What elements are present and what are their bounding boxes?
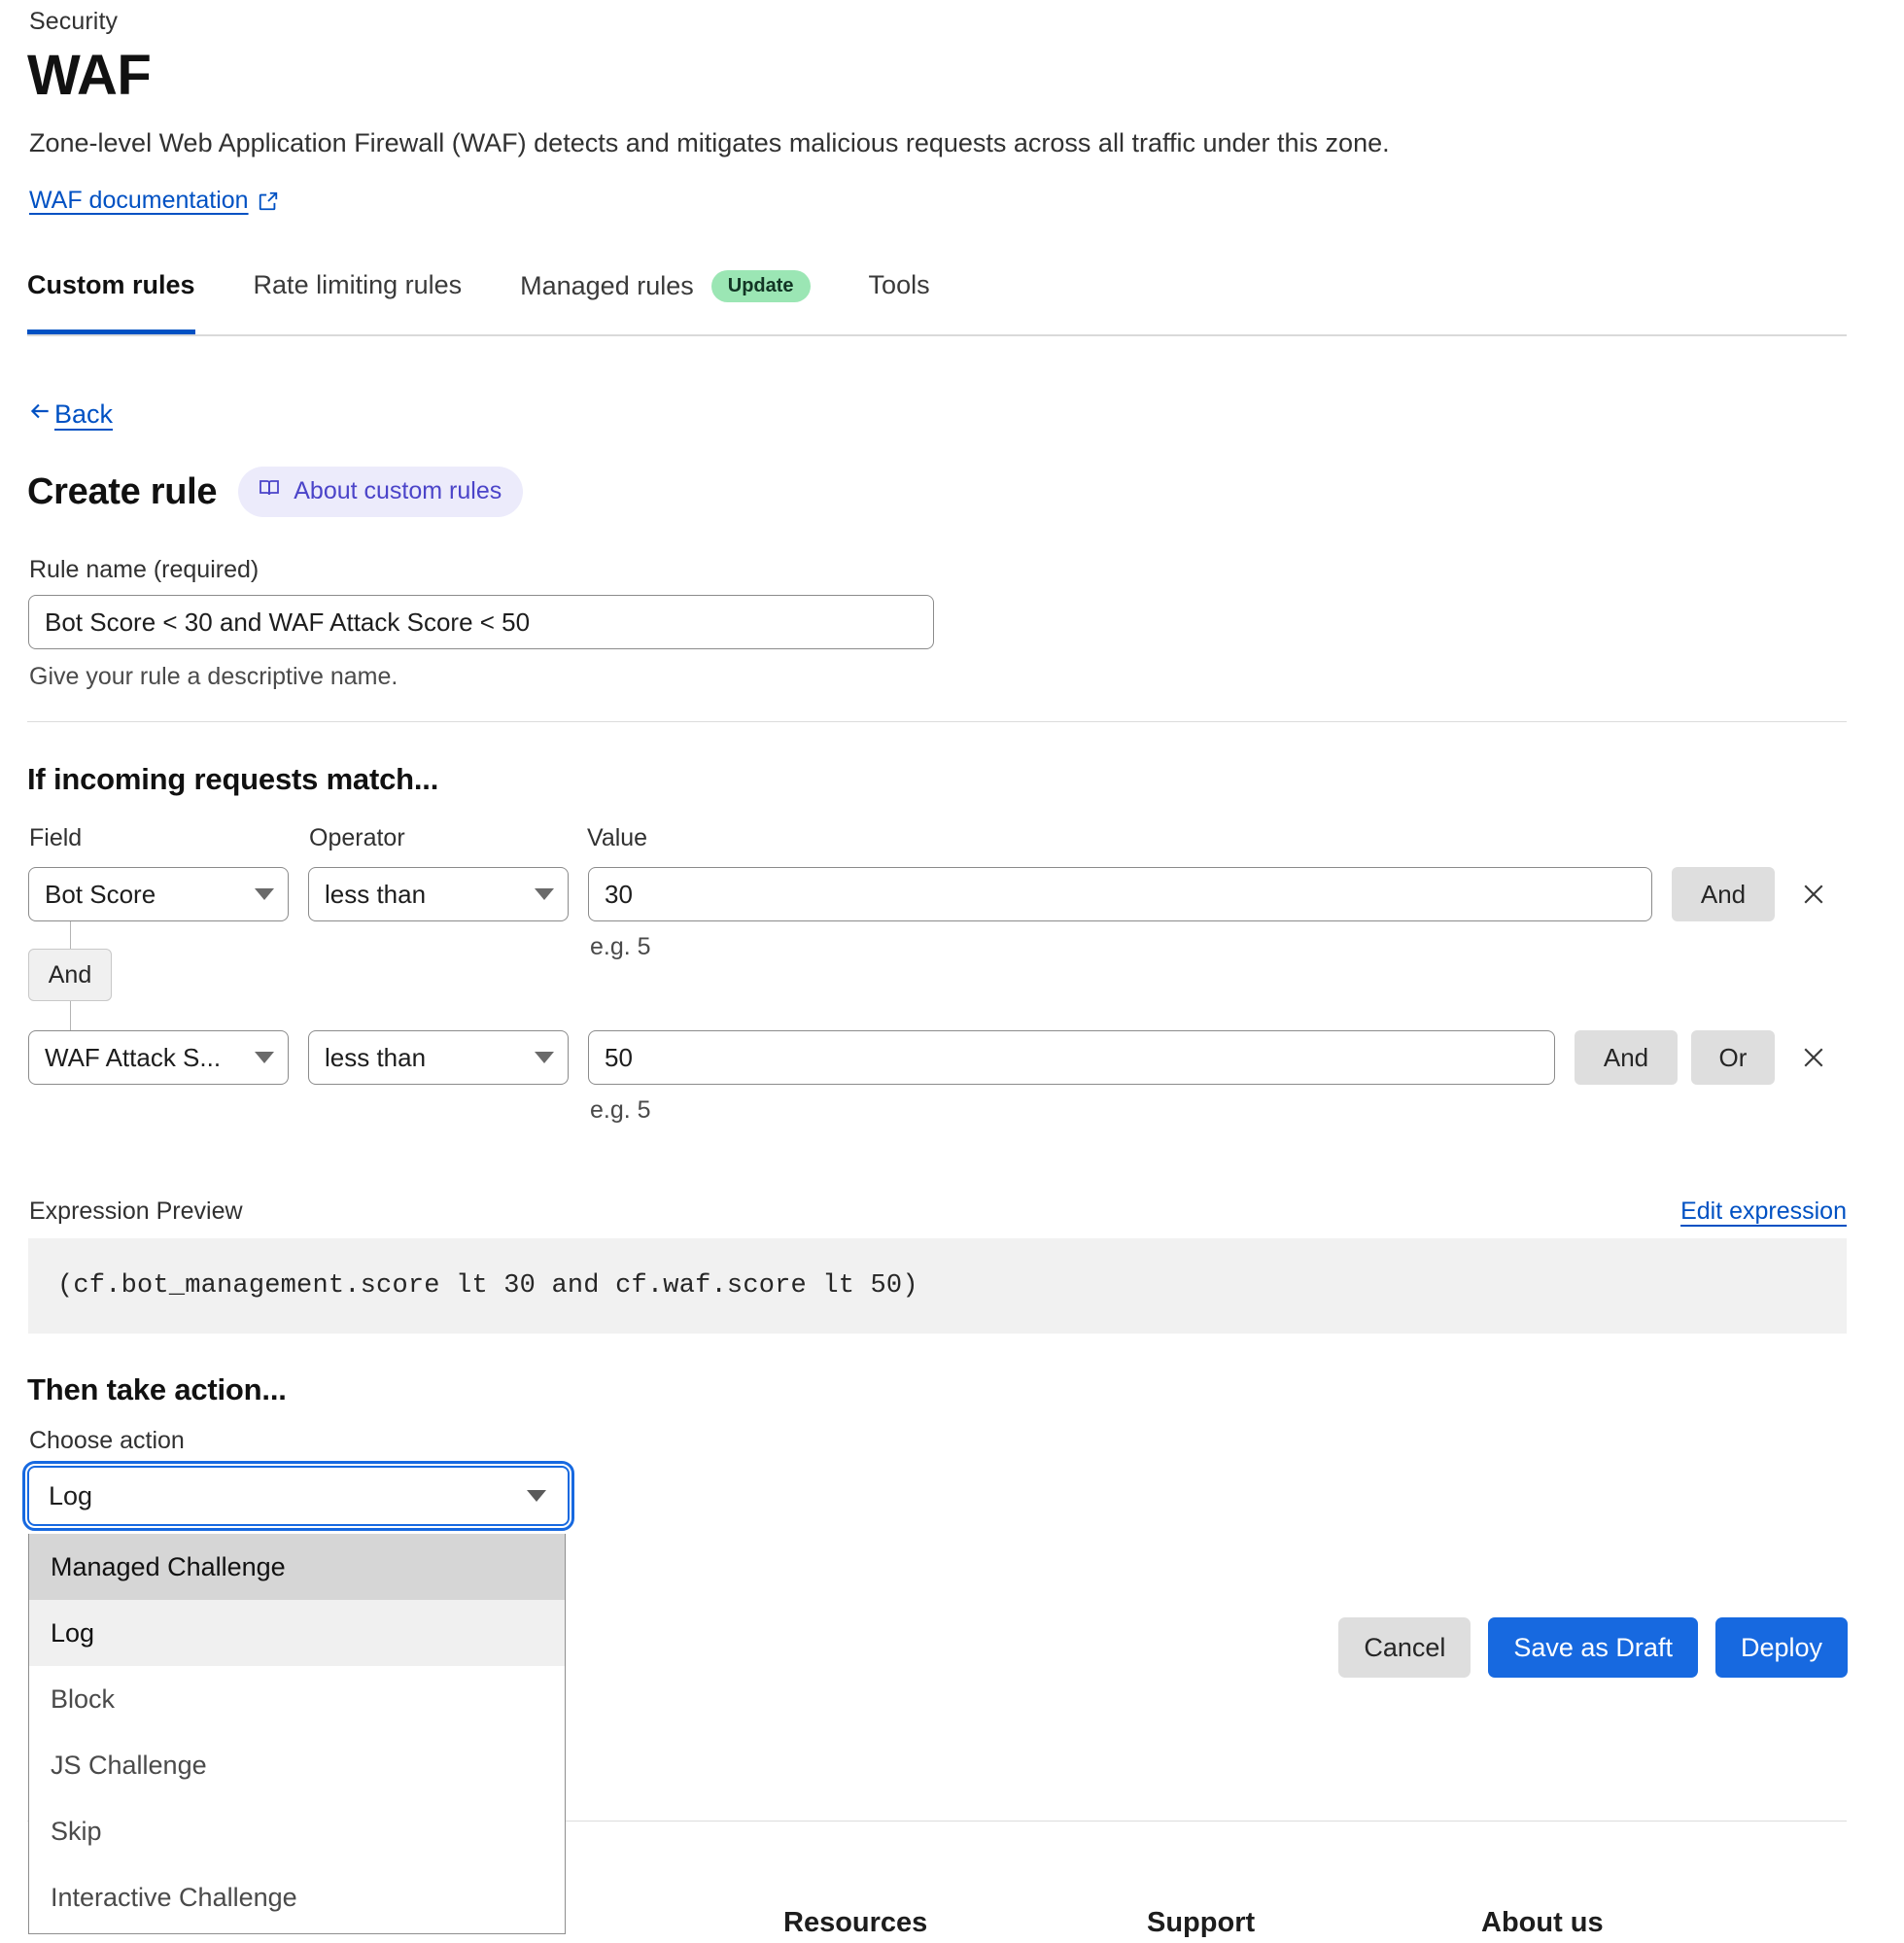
back-link[interactable]: Back — [27, 399, 113, 431]
match-section-title: If incoming requests match... — [27, 762, 439, 796]
condition-group-and-chip[interactable]: And — [28, 949, 112, 1001]
chevron-down-icon — [535, 1052, 554, 1063]
condition-operator-value-0: less than — [325, 879, 427, 909]
tab-custom-rules[interactable]: Custom rules — [27, 264, 195, 334]
tab-rate-limiting-rules[interactable]: Rate limiting rules — [254, 264, 463, 330]
action-option-block[interactable]: Block — [51, 1683, 116, 1714]
managed-rules-update-badge: Update — [710, 270, 811, 302]
condition-value-input-0[interactable] — [588, 867, 1652, 921]
column-header-value: Value — [587, 824, 648, 851]
condition-operator-select-1[interactable]: less than — [308, 1030, 569, 1085]
expression-preview-code: (cf.bot_management.score lt 30 and cf.wa… — [57, 1271, 918, 1301]
back-label: Back — [54, 399, 114, 429]
condition-field-value-0: Bot Score — [45, 879, 156, 909]
condition-and-button-0[interactable]: And — [1672, 867, 1775, 921]
tab-managed-rules[interactable]: Managed rules Update — [520, 264, 811, 331]
tab-rate-limiting-rules-label: Rate limiting rules — [253, 270, 463, 299]
condition-field-select-1[interactable]: WAF Attack S... — [28, 1030, 289, 1085]
about-custom-rules-label: About custom rules — [294, 477, 502, 504]
action-option-js-challenge[interactable]: JS Challenge — [51, 1750, 207, 1780]
footer-column-resources: Resources — [783, 1907, 928, 1938]
rule-name-label: Rule name (required) — [29, 556, 260, 583]
condition-field-select-0[interactable]: Bot Score — [28, 867, 289, 921]
tab-custom-rules-label: Custom rules — [27, 270, 195, 299]
tab-tools-label: Tools — [868, 270, 930, 299]
edit-expression-link[interactable]: Edit expression — [1680, 1197, 1847, 1225]
column-header-field: Field — [29, 824, 83, 851]
action-option-interactive-challenge[interactable]: Interactive Challenge — [51, 1882, 297, 1912]
arrow-left-icon — [27, 399, 52, 431]
chevron-down-icon — [535, 888, 554, 900]
divider-footer — [27, 1821, 1847, 1822]
expression-preview-box: (cf.bot_management.score lt 30 and cf.wa… — [28, 1238, 1847, 1334]
condition-operator-select-0[interactable]: less than — [308, 867, 569, 921]
rule-name-input[interactable] — [28, 595, 934, 649]
cancel-button[interactable]: Cancel — [1338, 1617, 1471, 1678]
footer-column-about-us: About us — [1481, 1907, 1604, 1938]
condition-connector-line-bottom — [70, 1001, 71, 1030]
condition-value-hint-0: e.g. 5 — [590, 933, 651, 960]
about-custom-rules-button[interactable]: About custom rules — [238, 467, 524, 517]
external-link-icon — [258, 191, 279, 212]
tab-tools[interactable]: Tools — [869, 264, 930, 330]
chevron-down-icon — [255, 1052, 274, 1063]
form-actions: Cancel Save as Draft Deploy — [1338, 1617, 1848, 1678]
condition-operator-value-1: less than — [325, 1042, 427, 1072]
condition-value-hint-1: e.g. 5 — [590, 1096, 651, 1124]
condition-or-button-1[interactable]: Or — [1691, 1030, 1775, 1085]
action-section-title: Then take action... — [27, 1372, 287, 1406]
action-option-skip[interactable]: Skip — [51, 1816, 102, 1846]
breadcrumb-security: Security — [29, 8, 119, 35]
action-option-log[interactable]: Log — [29, 1600, 565, 1666]
waf-documentation-link[interactable]: WAF documentation — [29, 187, 279, 215]
condition-and-button-1[interactable]: And — [1575, 1030, 1678, 1085]
page-title: WAF — [27, 44, 152, 107]
choose-action-dropdown[interactable]: Managed Challenge Log Block JS Challenge… — [28, 1534, 566, 1934]
divider-rule-name — [27, 721, 1847, 722]
deploy-button[interactable]: Deploy — [1714, 1617, 1848, 1678]
condition-remove-button-0[interactable] — [1792, 873, 1835, 916]
choose-action-selected-value: Log — [49, 1480, 93, 1510]
book-icon — [258, 476, 281, 506]
save-as-draft-button[interactable]: Save as Draft — [1488, 1617, 1698, 1678]
page-subtitle: Zone-level Web Application Firewall (WAF… — [29, 128, 1390, 157]
footer-column-support: Support — [1147, 1907, 1256, 1938]
waf-documentation-label: WAF documentation — [29, 187, 249, 214]
chevron-down-icon — [527, 1490, 546, 1502]
create-rule-title: Create rule — [27, 470, 218, 512]
choose-action-select[interactable]: Log — [22, 1461, 574, 1531]
chevron-down-icon — [255, 888, 274, 900]
tab-bar: Custom rules Rate limiting rules Managed… — [27, 264, 1847, 336]
condition-remove-button-1[interactable] — [1792, 1036, 1835, 1079]
condition-value-input-1[interactable] — [588, 1030, 1555, 1085]
choose-action-label: Choose action — [29, 1427, 185, 1454]
rule-name-help: Give your rule a descriptive name. — [29, 663, 398, 690]
condition-connector-line-top — [70, 921, 71, 951]
create-rule-header: Create rule About custom rules — [27, 467, 524, 517]
action-option-managed-challenge[interactable]: Managed Challenge — [29, 1534, 565, 1600]
expression-preview-label: Expression Preview — [29, 1197, 243, 1225]
tab-managed-rules-label: Managed rules — [520, 271, 694, 300]
column-header-operator: Operator — [309, 824, 405, 851]
condition-field-value-1: WAF Attack S... — [45, 1042, 222, 1072]
